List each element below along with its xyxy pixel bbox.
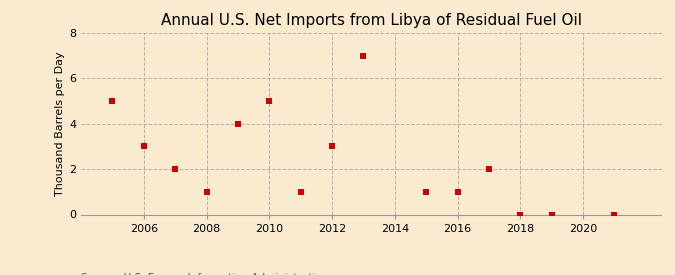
Point (295, 190, 306, 194)
Point (201, 190, 212, 194)
Point (609, 212, 620, 217)
Point (264, 99, 275, 103)
Point (327, 144, 338, 148)
Point (483, 167, 494, 171)
Point (421, 190, 431, 194)
Title: Annual U.S. Net Imports from Libya of Residual Fuel Oil: Annual U.S. Net Imports from Libya of Re… (161, 13, 582, 28)
Text: Source: U.S. Energy Information Administration: Source: U.S. Energy Information Administ… (81, 273, 328, 275)
Point (546, 212, 557, 217)
Point (107, 99, 117, 103)
Point (169, 167, 180, 171)
Y-axis label: Thousand Barrels per Day: Thousand Barrels per Day (55, 51, 65, 196)
Point (358, 53, 369, 58)
Point (515, 212, 526, 217)
Point (452, 190, 463, 194)
Point (232, 122, 243, 126)
Point (138, 144, 149, 148)
